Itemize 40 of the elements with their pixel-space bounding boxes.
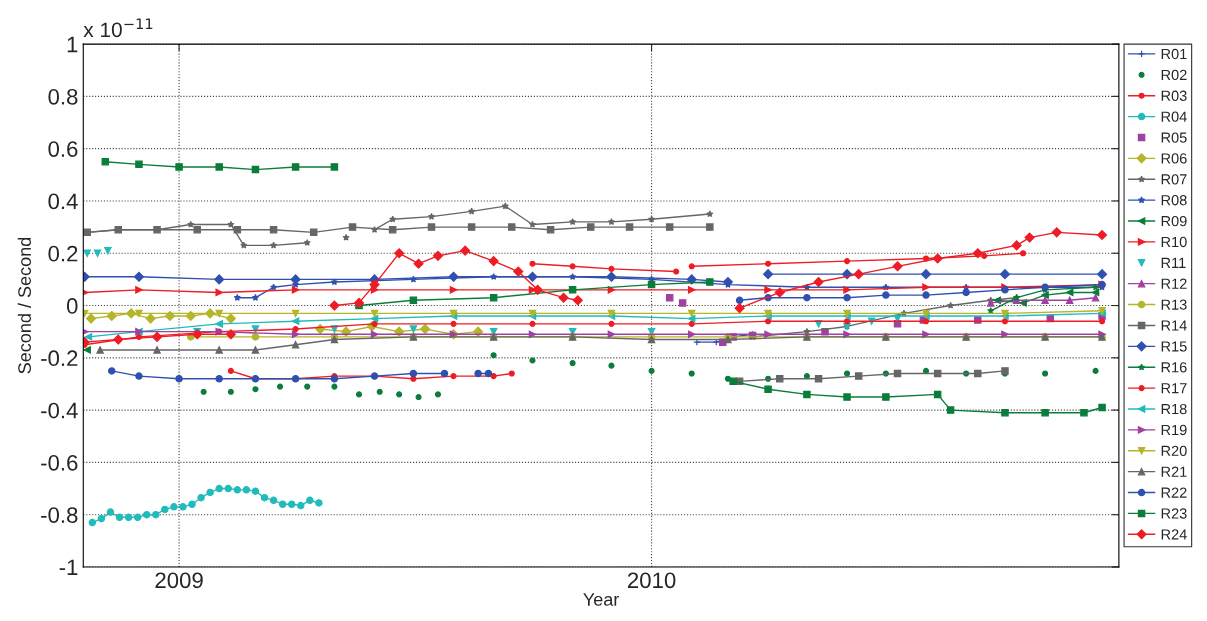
- x-axis-title: Year: [583, 593, 620, 606]
- legend-label: R01: [1161, 48, 1187, 60]
- y-tick-label: -0.8: [41, 507, 78, 523]
- legend-label: R06: [1161, 153, 1187, 164]
- legend-label: R13: [1161, 299, 1187, 310]
- legend-label: R15: [1161, 341, 1187, 352]
- y-tick-label: -0.2: [41, 350, 78, 367]
- x-tick-label: 2010: [627, 572, 676, 589]
- x-tick-label: 2009: [155, 572, 203, 589]
- legend-label: R20: [1161, 445, 1187, 457]
- legend-label: R07: [1161, 174, 1187, 185]
- legend-label: R22: [1161, 487, 1187, 498]
- y-axis-title: Second / Second: [17, 237, 32, 374]
- y-tick-label: 0.4: [48, 193, 78, 210]
- y-tick-label: 1: [67, 36, 78, 53]
- legend-label: R21: [1161, 466, 1187, 477]
- y-tick-label: -1: [59, 559, 78, 576]
- y-tick-label: 0.6: [48, 141, 78, 157]
- y-tick-label: -0.6: [41, 454, 78, 471]
- legend-label: R18: [1161, 403, 1187, 415]
- legend-label: R03: [1161, 90, 1187, 101]
- legend-label: R05: [1161, 132, 1187, 143]
- text: x 10$^{−11}$: [83, 18, 153, 38]
- y-tick-label: -0.4: [41, 402, 78, 419]
- legend-label: R12: [1161, 278, 1187, 289]
- y-tick-label: 0.2: [48, 245, 78, 262]
- legend-label: R16: [1161, 362, 1187, 373]
- legend-label: R19: [1161, 424, 1187, 436]
- y-tick-label: 0.8: [48, 88, 78, 105]
- y-tick-label: 0: [66, 298, 78, 314]
- legend-label: R10: [1161, 236, 1187, 248]
- legend-label: R02: [1161, 69, 1187, 81]
- legend-label: R23: [1161, 508, 1187, 519]
- legend-label: R24: [1161, 529, 1187, 540]
- legend-label: R11: [1161, 257, 1186, 268]
- legend-label: R14: [1161, 320, 1187, 331]
- legend-label: R04: [1161, 111, 1187, 122]
- legend-label: R17: [1161, 383, 1187, 394]
- legend-label: R08: [1161, 195, 1187, 206]
- legend-label: R09: [1161, 215, 1187, 227]
